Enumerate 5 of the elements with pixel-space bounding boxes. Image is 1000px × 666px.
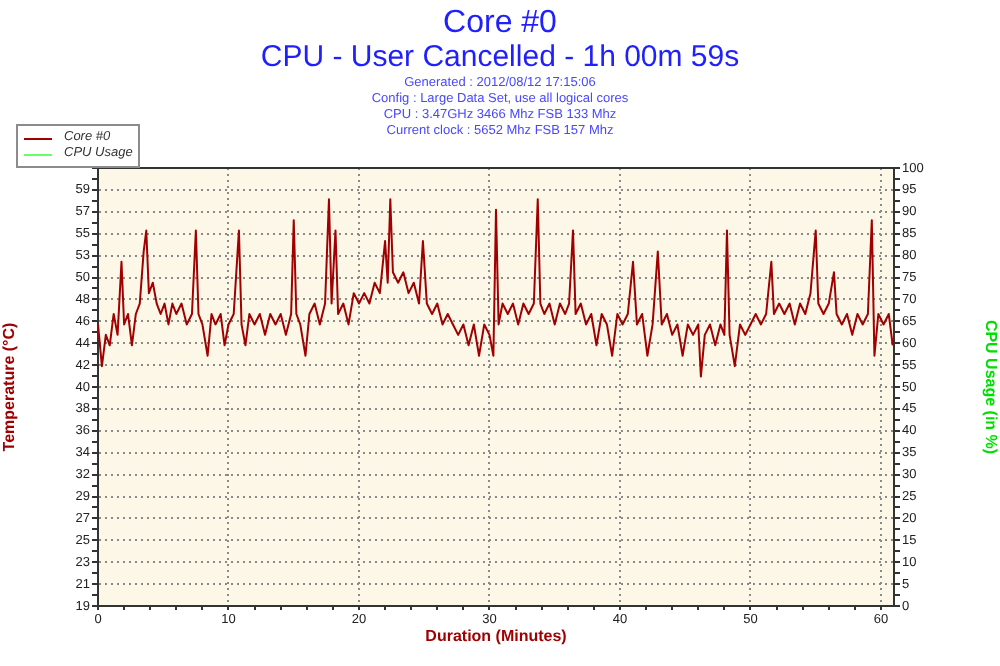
x-axis-title: Duration (Minutes) <box>425 626 568 645</box>
chart-title: Core #0 <box>441 6 559 42</box>
chart-subtitle: CPU - User Cancelled - 1h 00m 59s <box>258 40 742 76</box>
y2-axis-title: CPU Usage (in %) <box>981 319 1000 455</box>
y-axis-title: Temperature (°C) <box>0 321 19 452</box>
